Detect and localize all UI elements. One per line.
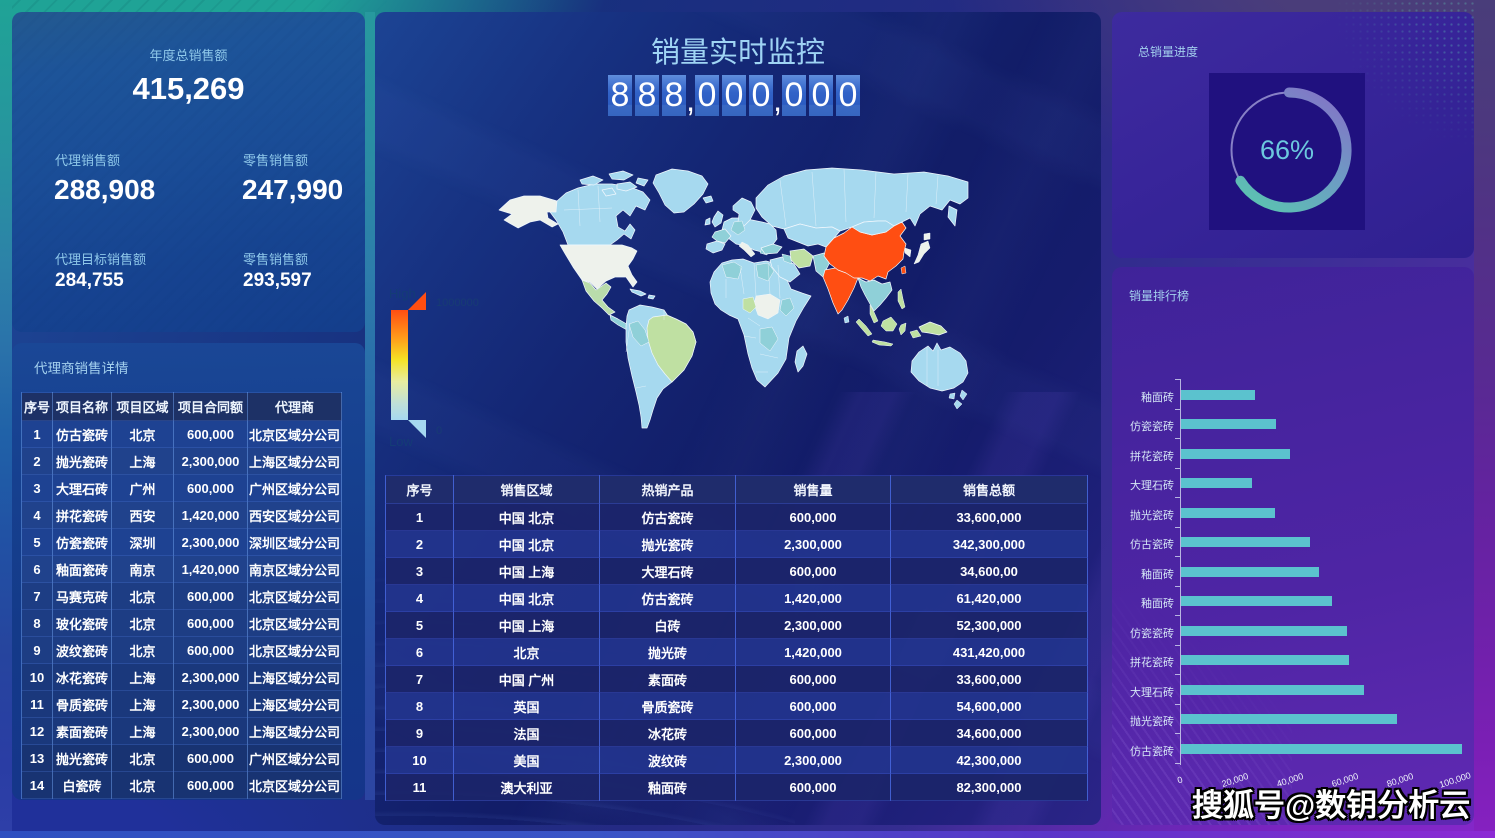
- svg-text:Low: Low: [389, 434, 413, 449]
- svg-text:0: 0: [436, 425, 442, 437]
- svg-text:High: High: [389, 286, 416, 301]
- svg-text:1000000: 1000000: [436, 297, 479, 309]
